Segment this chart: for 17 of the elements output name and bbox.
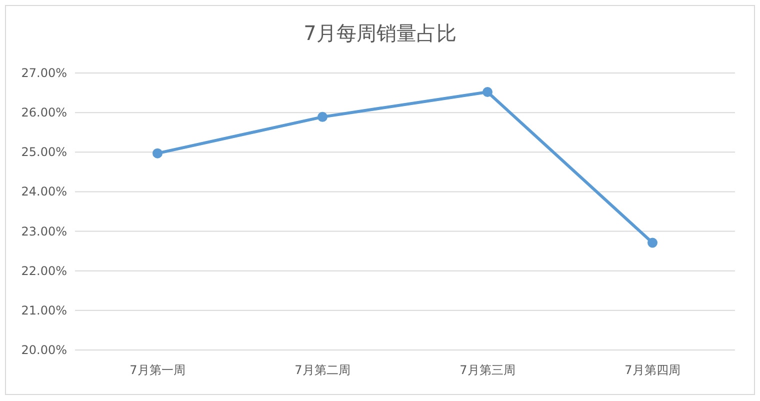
y-tick-label: 24.00% xyxy=(21,184,67,199)
y-tick-label: 25.00% xyxy=(21,145,67,160)
x-tick-label: 7月第二周 xyxy=(294,363,350,377)
point xyxy=(318,112,328,122)
point xyxy=(648,238,658,248)
point xyxy=(482,86,492,97)
y-tick-label: 20.00% xyxy=(21,343,67,357)
y-tick-label: 21.00% xyxy=(21,303,67,318)
x-tick-label: 7月第一周 xyxy=(130,363,186,377)
x-tick-label: 7月第三周 xyxy=(460,363,516,377)
y-tick-label: 22.00% xyxy=(21,264,67,278)
y-tick-label: 27.00% xyxy=(21,66,67,80)
chart-title: 7月每周销量占比 xyxy=(304,21,456,45)
y-tick-label: 26.00% xyxy=(21,106,67,120)
point xyxy=(152,148,162,158)
x-tick-label: 7月第四周 xyxy=(624,363,680,377)
y-tick-label: 23.00% xyxy=(21,224,67,238)
